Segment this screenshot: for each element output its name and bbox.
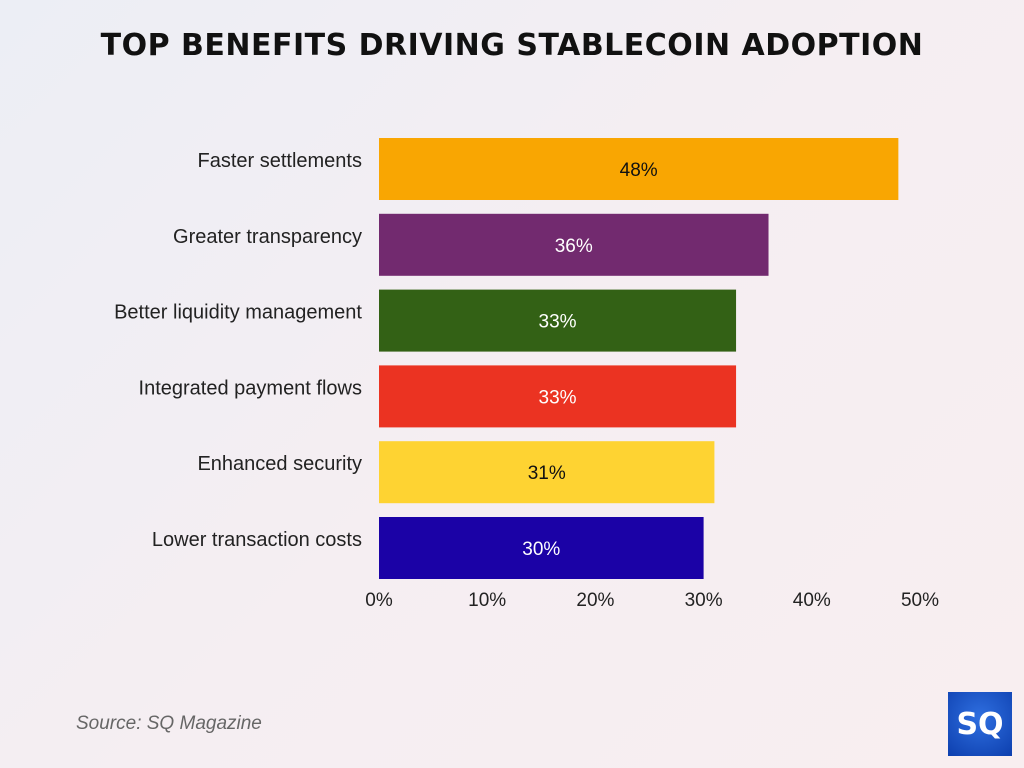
data-label: 30% bbox=[522, 539, 560, 560]
data-label: 48% bbox=[620, 160, 658, 181]
x-tick-label: 40% bbox=[793, 590, 831, 611]
x-tick-label: 50% bbox=[901, 590, 939, 611]
bar bbox=[379, 365, 737, 428]
category-label: Enhanced security bbox=[197, 453, 362, 475]
x-tick-label: 20% bbox=[576, 590, 614, 611]
x-tick-label: 0% bbox=[365, 590, 393, 611]
bar bbox=[379, 138, 899, 200]
category-label: Greater transparency bbox=[173, 226, 362, 248]
category-label: Integrated payment flows bbox=[139, 377, 362, 399]
sq-logo: SQ bbox=[948, 692, 1012, 756]
chart-title: TOP BENEFITS DRIVING STABLECOIN ADOPTION bbox=[100, 28, 924, 63]
data-label: 33% bbox=[539, 387, 577, 408]
data-label: 33% bbox=[539, 312, 577, 333]
data-label: 36% bbox=[555, 236, 593, 257]
bar bbox=[379, 213, 769, 276]
category-label: Lower transaction costs bbox=[152, 529, 362, 551]
x-tick-label: 10% bbox=[468, 590, 506, 611]
data-label: 31% bbox=[528, 463, 566, 484]
x-tick-label: 30% bbox=[685, 590, 723, 611]
category-label: Better liquidity management bbox=[114, 302, 362, 324]
bar bbox=[379, 517, 704, 579]
bar bbox=[379, 289, 737, 352]
bar bbox=[379, 441, 715, 504]
source-note: Source: SQ Magazine bbox=[76, 713, 262, 734]
category-label: Faster settlements bbox=[197, 150, 362, 172]
